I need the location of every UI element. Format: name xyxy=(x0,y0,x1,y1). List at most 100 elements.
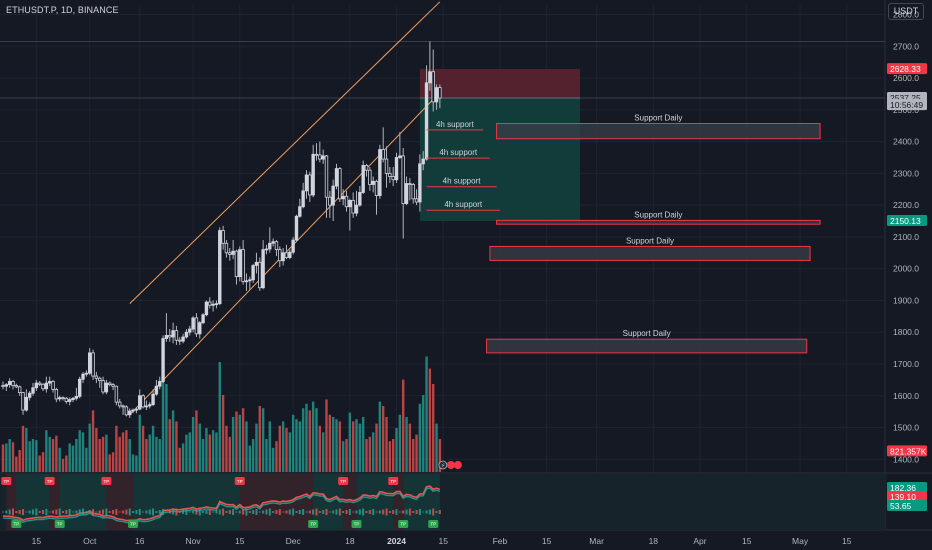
oscillator-histogram-bar xyxy=(215,510,218,514)
volume-bar xyxy=(268,421,271,472)
volume-legend-icons: ⚡ xyxy=(438,460,462,470)
volume-bar xyxy=(31,439,35,472)
price-tick-label: 2600.0 xyxy=(893,73,919,83)
event-flag-icon xyxy=(453,461,462,469)
volume-bar xyxy=(388,441,392,472)
candle-body xyxy=(121,405,125,408)
oscillator-histogram-bar xyxy=(5,510,8,514)
time-tick-label: 18 xyxy=(345,536,355,546)
sell-marker-label: TP xyxy=(3,479,9,484)
volume-bar xyxy=(298,421,302,472)
oscillator-histogram-bar xyxy=(102,509,105,515)
oscillator-histogram-bar xyxy=(45,509,48,515)
volume-bar xyxy=(295,419,298,472)
volume-bar xyxy=(402,379,405,472)
candle-body xyxy=(27,392,32,398)
candle-body xyxy=(54,389,59,400)
volume-bar xyxy=(255,423,258,472)
volume-bar xyxy=(385,417,388,472)
candle-body xyxy=(264,248,269,251)
candle-body xyxy=(254,261,259,266)
oscillator-histogram-bar xyxy=(332,510,335,514)
oscillator-histogram-bar xyxy=(72,511,75,513)
short-position-tool[interactable] xyxy=(419,69,580,221)
candle-body xyxy=(241,249,245,282)
candle-body xyxy=(281,252,285,262)
price-tick-label: 1900.0 xyxy=(893,295,919,305)
oscillator-histogram-bar xyxy=(228,510,231,514)
volume-bar xyxy=(175,421,178,472)
time-tick-label: 16 xyxy=(135,536,145,546)
volume-bar xyxy=(368,436,372,472)
volume-bar xyxy=(241,408,245,472)
candle-body xyxy=(314,153,319,156)
buy-marker-icon xyxy=(398,520,409,528)
volume-bar xyxy=(391,439,395,472)
price-tick-label: 2300.0 xyxy=(893,168,919,178)
time-tick-label: 15 xyxy=(842,536,852,546)
candle-body xyxy=(68,399,72,402)
price-tick-label: 1500.0 xyxy=(893,423,919,433)
candle-body xyxy=(74,395,79,399)
candle-body xyxy=(111,384,115,387)
time-axis[interactable]: 15 Oct 16 Nov 15 Dec 18 2024 15 Feb 15 Mar 18 Apr 15 Ma… xyxy=(32,536,852,546)
oscillator-histogram-bar xyxy=(25,511,28,513)
candle-body xyxy=(298,206,302,217)
oscillator-histogram-bar xyxy=(258,511,261,513)
candle-body xyxy=(164,334,169,339)
volume-bar xyxy=(75,439,78,472)
volume-bar xyxy=(335,419,338,472)
parallel-channel[interactable] xyxy=(129,1,441,416)
volume-bar xyxy=(5,443,8,472)
oscillator-histogram-bar xyxy=(168,510,171,514)
candle-body xyxy=(44,382,49,390)
time-tick-label: 15 xyxy=(438,536,448,546)
price-label-text: 2150.13 xyxy=(890,216,921,226)
oscillator-histogram-bar xyxy=(392,510,395,514)
oscillator-histogram-bar xyxy=(342,511,345,513)
oscillator-histogram-bar xyxy=(85,511,88,513)
price-tick-label: 2700.0 xyxy=(893,41,919,51)
oscillator-histogram-bar xyxy=(352,511,355,513)
volume-bar xyxy=(395,428,398,472)
oscillator-histogram-bar xyxy=(252,510,255,514)
buy-marker-icon xyxy=(351,520,362,528)
volume-bar xyxy=(81,432,85,472)
oscillator-histogram-bar xyxy=(52,510,55,514)
oscillator-histogram-bar xyxy=(435,511,438,513)
oscillator-histogram-bar xyxy=(132,511,135,513)
oscillator-histogram-bar xyxy=(2,511,4,513)
candle-body xyxy=(174,330,179,341)
oscillator-histogram-bar xyxy=(275,510,278,514)
price-label-badge xyxy=(887,63,927,75)
oscillator-histogram-bar xyxy=(108,511,111,513)
candle-body xyxy=(324,155,329,198)
sell-marker-label: TP xyxy=(390,479,396,484)
oscillator-histogram-bar xyxy=(318,511,321,513)
candle-body xyxy=(4,384,9,387)
oscillator-histogram-bar xyxy=(388,511,391,513)
oscillator-histogram-bar xyxy=(432,508,435,516)
volume-bar xyxy=(305,403,308,472)
oscillator-histogram-bar xyxy=(178,511,181,513)
candle-body xyxy=(138,395,142,410)
candle-body xyxy=(414,198,419,203)
currency-button[interactable]: USDT xyxy=(888,3,924,20)
candle-body xyxy=(148,404,152,407)
support-zones[interactable]: 4h support 4h support 4h support 4h support… xyxy=(426,113,821,354)
price-axis[interactable]: 1400.0 1500.0 1600.0 1700.0 1800.0 1900.0 2000… xyxy=(893,10,919,465)
oscillator-histogram-bar xyxy=(302,509,305,515)
oscillator-band xyxy=(393,474,404,530)
time-tick-label: 15 xyxy=(32,536,42,546)
candle-body xyxy=(24,396,29,411)
daily-support-label: Support Daily xyxy=(626,236,674,245)
candle-body xyxy=(418,163,422,203)
candle-body xyxy=(438,87,442,99)
volume-bar xyxy=(361,417,365,472)
price-tick-label: 2100.0 xyxy=(893,232,919,242)
oscillator-histogram-bar xyxy=(398,511,401,513)
oscillator-histogram-bar xyxy=(288,509,291,515)
volume-bar xyxy=(41,452,45,472)
oscillator-histogram-bar xyxy=(122,510,125,514)
